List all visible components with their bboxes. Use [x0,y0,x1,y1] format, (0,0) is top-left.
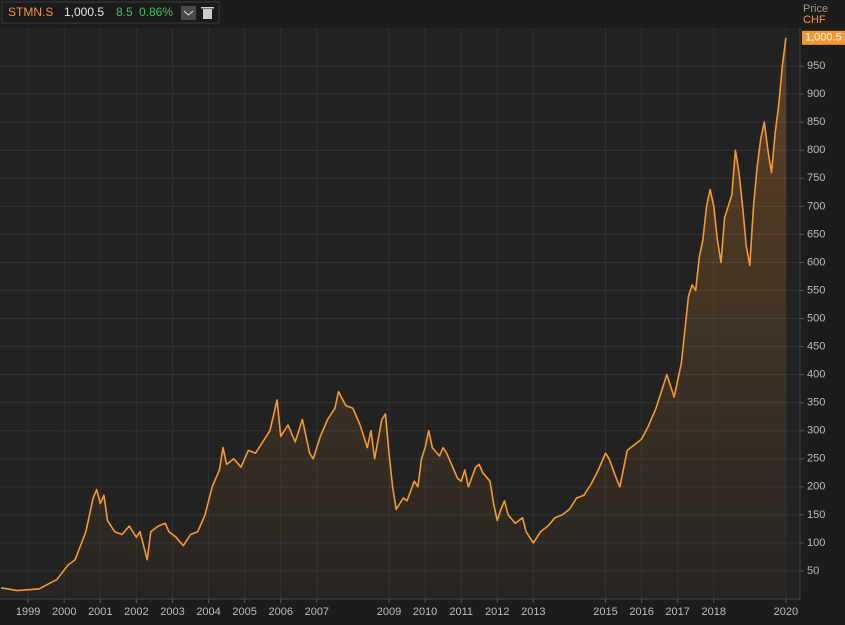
y-tick-label: 650 [807,228,825,240]
y-tick-label: 300 [807,425,825,437]
dropdown-button[interactable] [181,6,196,20]
change-percent: 0.86% [139,5,173,19]
delete-button[interactable] [201,7,214,19]
y-tick-label: 250 [807,453,825,465]
x-tick-label: 2007 [305,606,329,618]
price-line [0,37,787,592]
x-tick-label: 2006 [268,606,292,618]
x-tick-label: 1999 [16,606,40,618]
y-tick-label: 350 [807,397,825,409]
x-tick-label: 2015 [593,606,617,618]
y-tick-label: 100 [807,537,825,549]
last-price-tag [802,30,845,45]
y-tick-label: 50 [807,565,819,577]
x-tick-label: 2017 [665,606,689,618]
y-tick-label: 750 [807,172,825,184]
trash-lid [201,7,214,9]
y-axis-unit: CHF [803,14,826,26]
x-tick-label: 2005 [232,606,256,618]
area [1,37,786,600]
y-tick-label: 800 [807,144,825,156]
last-price-label: 1,000.5 [805,32,842,44]
y-tick-label: 600 [807,256,825,268]
x-tick-label: 2011 [449,606,473,618]
x-tick-label: 2002 [124,606,148,618]
y-tick-label: 950 [807,60,825,72]
y-tick-label: 500 [807,312,825,324]
trash-icon [203,9,212,19]
symbol: STMN.S [8,5,53,19]
y-tick-label: 900 [807,88,825,100]
last-price: 1,000.5 [64,5,104,19]
x-tick-label: 2003 [160,606,184,618]
y-tick-label: 150 [807,509,825,521]
y-tick-label: 400 [807,369,825,381]
dropdown-icon [183,10,194,16]
x-tick-label: 2001 [88,606,112,618]
x-tick-label: 2020 [774,606,798,618]
x-tick-label: 2018 [702,606,726,618]
y-tick-label: 200 [807,481,825,493]
x-tick-label: 2009 [377,606,401,618]
change: 8.5 [116,5,133,19]
x-tick-label: 2000 [52,606,76,618]
toolbar [1,1,220,24]
x-tick-label: 2013 [521,606,545,618]
y-tick-label: 550 [807,284,825,296]
x-tick-label: 2010 [413,606,437,618]
x-tick-label: 2016 [629,606,653,618]
x-tick-label: 2004 [196,606,220,618]
y-tick-label: 850 [807,116,825,128]
y-axis-title: Price [803,3,828,15]
x-tick-label: 2012 [485,606,509,618]
y-tick-label: 700 [807,200,825,212]
y-tick-label: 450 [807,340,825,352]
